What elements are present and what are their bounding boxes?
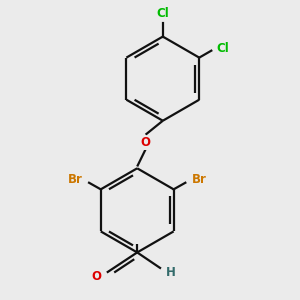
Text: H: H bbox=[166, 266, 176, 279]
Text: O: O bbox=[92, 270, 102, 283]
Text: Cl: Cl bbox=[156, 8, 169, 20]
Text: Br: Br bbox=[68, 173, 82, 186]
Text: O: O bbox=[141, 136, 151, 149]
Text: Br: Br bbox=[192, 173, 207, 186]
Text: Cl: Cl bbox=[216, 42, 229, 55]
